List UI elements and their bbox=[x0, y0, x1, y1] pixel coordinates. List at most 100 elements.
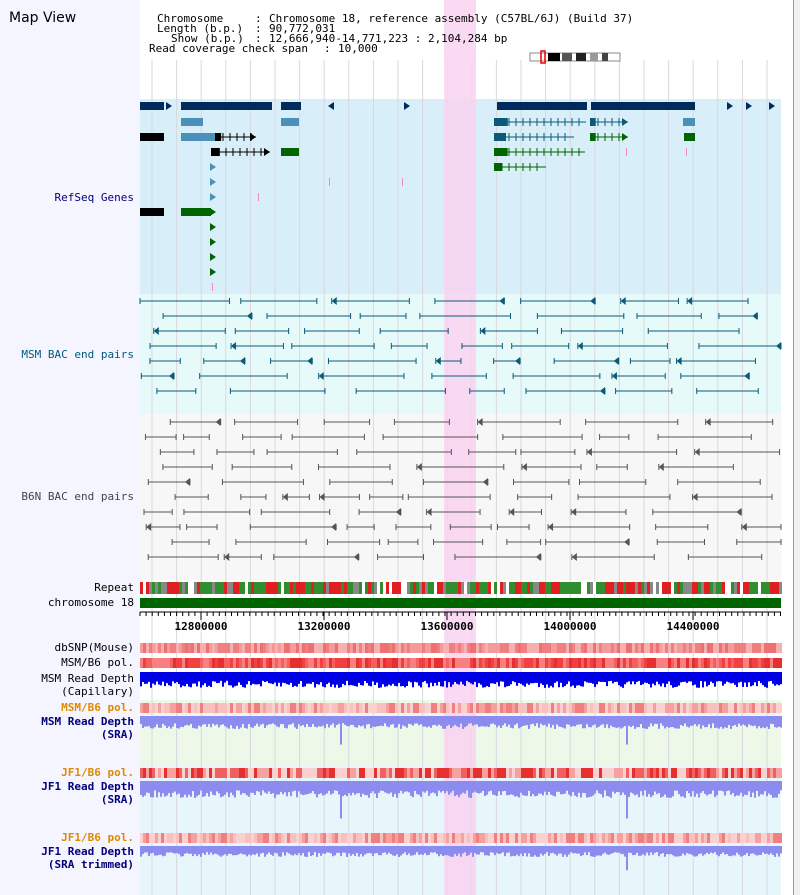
ideogram-position-marker bbox=[540, 50, 546, 64]
read-depth-bar bbox=[656, 716, 658, 724]
heat-mark bbox=[716, 833, 719, 843]
read-depth-bar bbox=[302, 781, 304, 796]
read-depth-bar bbox=[512, 781, 514, 795]
heat-mark bbox=[446, 703, 449, 713]
heat-mark bbox=[431, 703, 434, 713]
heat-mark bbox=[338, 703, 341, 713]
read-depth-bar bbox=[742, 846, 744, 856]
heat-mark bbox=[512, 768, 515, 778]
heat-mark bbox=[458, 833, 461, 843]
read-depth-bar bbox=[690, 846, 692, 855]
read-depth-bar bbox=[176, 672, 178, 683]
heat-mark bbox=[551, 833, 554, 843]
heat-mark bbox=[680, 833, 683, 843]
read-depth-bar bbox=[650, 846, 652, 853]
read-depth-bar bbox=[158, 781, 160, 793]
heat-mark bbox=[497, 768, 500, 778]
read-depth-bar bbox=[762, 716, 764, 728]
msm-bac-pair-arrow bbox=[246, 312, 252, 320]
heat-mark bbox=[233, 768, 236, 778]
read-depth-bar bbox=[492, 781, 494, 795]
read-depth-bar bbox=[408, 672, 410, 682]
heat-mark bbox=[767, 703, 770, 713]
read-depth-bar bbox=[776, 846, 778, 854]
heat-mark bbox=[347, 658, 350, 668]
repeat-mark bbox=[371, 582, 374, 594]
info-span-key: Read coverage check span bbox=[149, 42, 308, 55]
heat-mark bbox=[326, 833, 329, 843]
heat-mark bbox=[185, 658, 188, 668]
read-depth-bar bbox=[432, 781, 434, 793]
repeat-mark bbox=[728, 582, 731, 594]
read-depth-bar bbox=[382, 781, 384, 791]
read-depth-bar bbox=[672, 781, 674, 797]
heat-mark bbox=[263, 658, 266, 668]
heat-mark bbox=[245, 833, 248, 843]
heat-mark bbox=[413, 658, 416, 668]
read-depth-bar bbox=[390, 672, 392, 686]
read-depth-bar bbox=[200, 672, 202, 688]
heat-mark bbox=[413, 833, 416, 843]
read-depth-bar bbox=[158, 846, 160, 855]
track-label-msm-bac[interactable]: MSM BAC end pairs bbox=[21, 348, 134, 361]
heat-mark bbox=[536, 658, 539, 668]
read-depth-bar bbox=[492, 716, 494, 724]
heat-mark bbox=[740, 833, 743, 843]
read-depth-bar bbox=[628, 781, 630, 797]
read-depth-bar bbox=[288, 846, 290, 854]
heat-mark bbox=[677, 833, 680, 843]
read-depth-bar bbox=[454, 781, 456, 797]
repeat-mark bbox=[257, 582, 260, 594]
heat-mark bbox=[755, 643, 758, 653]
track-label-msm-b6-pol-2: MSM/B6 pol. bbox=[61, 701, 134, 714]
read-depth-bar bbox=[710, 846, 712, 853]
read-depth-bar bbox=[606, 781, 608, 796]
msm-bac-pair-arrow bbox=[752, 312, 758, 320]
heat-mark bbox=[674, 833, 677, 843]
heat-mark bbox=[698, 768, 701, 778]
read-depth-bar bbox=[420, 846, 422, 855]
heat-mark bbox=[665, 768, 668, 778]
heat-mark bbox=[224, 643, 227, 653]
heat-mark bbox=[356, 643, 359, 653]
heat-mark bbox=[392, 768, 395, 778]
heat-mark bbox=[476, 703, 479, 713]
heat-mark bbox=[530, 643, 533, 653]
read-depth-bar bbox=[360, 781, 362, 797]
read-depth-bar bbox=[490, 716, 492, 725]
b6n-bac-pair-arrow bbox=[736, 508, 742, 516]
read-depth-bar bbox=[564, 672, 566, 686]
read-depth-bar bbox=[474, 672, 476, 682]
heat-mark bbox=[758, 658, 761, 668]
read-depth-bar bbox=[734, 846, 736, 856]
heat-mark bbox=[461, 703, 464, 713]
heat-mark bbox=[248, 768, 251, 778]
heat-mark bbox=[590, 768, 593, 778]
scrollbar-edge[interactable] bbox=[793, 0, 800, 895]
heat-mark bbox=[398, 643, 401, 653]
heat-mark bbox=[407, 658, 410, 668]
heat-mark bbox=[743, 768, 746, 778]
track-label-b6n-bac[interactable]: B6N BAC end pairs bbox=[21, 490, 134, 503]
heat-mark bbox=[278, 833, 281, 843]
msm-bac-pair-arrow bbox=[435, 357, 441, 365]
read-depth-bar bbox=[496, 846, 498, 853]
heat-mark bbox=[578, 658, 581, 668]
heat-mark bbox=[716, 768, 719, 778]
read-depth-bar bbox=[624, 672, 626, 685]
read-depth-bar bbox=[258, 846, 260, 857]
read-depth-bar bbox=[280, 781, 282, 792]
read-depth-bar bbox=[662, 716, 664, 726]
read-depth-bar bbox=[352, 672, 354, 686]
heat-mark bbox=[206, 703, 209, 713]
read-depth-bar bbox=[574, 716, 576, 727]
track-label-refseq[interactable]: RefSeq Genes bbox=[54, 191, 134, 204]
read-depth-bar bbox=[558, 846, 560, 854]
heat-mark bbox=[443, 643, 446, 653]
heat-mark bbox=[443, 703, 446, 713]
heat-mark bbox=[572, 658, 575, 668]
heat-mark bbox=[692, 768, 695, 778]
read-depth-bar bbox=[424, 781, 426, 793]
read-depth-bar bbox=[162, 716, 164, 724]
